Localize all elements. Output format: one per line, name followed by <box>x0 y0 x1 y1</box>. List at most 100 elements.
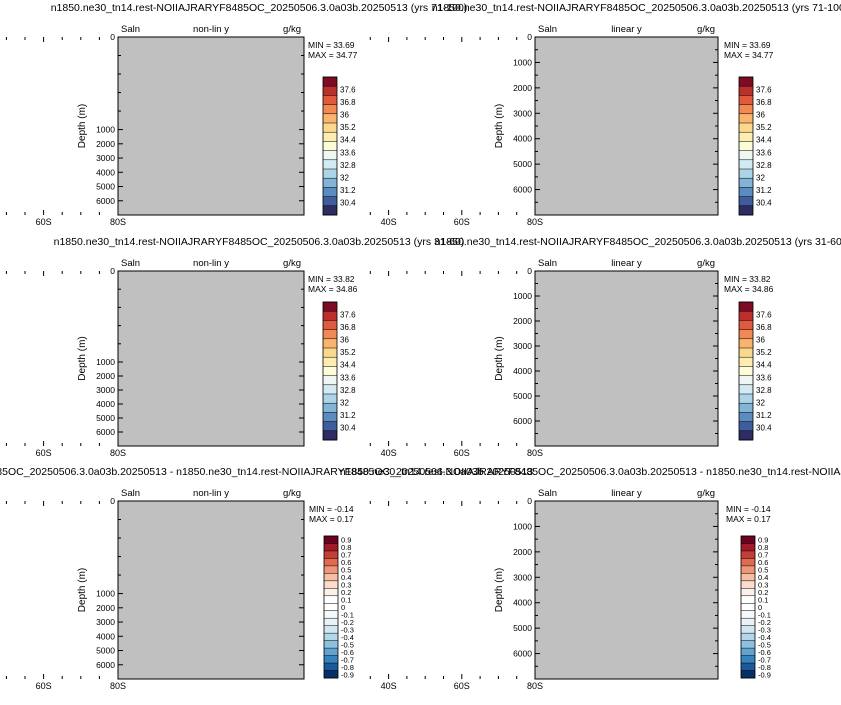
colorbar-box <box>739 178 753 188</box>
colorbar-label: 33.6 <box>340 373 356 382</box>
plot-area <box>535 271 718 446</box>
colorbar-box <box>739 123 753 133</box>
variable-label: Saln <box>121 488 140 499</box>
colorbar-box <box>741 610 755 619</box>
axis-mode-label: non-lin y <box>193 258 229 269</box>
colorbar-label: -0.8 <box>341 663 354 672</box>
y-tick-label: 1000 <box>513 291 532 301</box>
colorbar-box <box>323 384 337 395</box>
panel-3: 80S 60S 40S 0 1000 2000 3000 4000 5000 6000 Depth … <box>5 236 465 458</box>
colorbar-box <box>323 430 337 441</box>
y-tick-label: 5000 <box>96 646 115 656</box>
axis-mode-label: linear y <box>611 488 642 499</box>
y-axis-label: Depth (m) <box>494 104 505 148</box>
x-tick-label: 60S <box>454 681 470 691</box>
colorbar-label: 36 <box>340 111 349 120</box>
land-mask <box>118 501 304 679</box>
x-tick-label: 60S <box>454 448 470 458</box>
colorbar-box <box>741 595 755 604</box>
colorbar-box <box>741 536 755 544</box>
y-tick-label: 4000 <box>96 399 115 409</box>
colorbar-box <box>324 550 338 559</box>
colorbar-label: 35.2 <box>756 348 772 357</box>
colorbar-label: 37.6 <box>756 86 772 95</box>
units-label: g/kg <box>283 24 301 35</box>
units-label: g/kg <box>697 258 715 269</box>
y-tick-label: 3000 <box>96 153 115 163</box>
colorbar-box <box>323 412 337 422</box>
colorbar-box <box>739 104 753 115</box>
colorbar-label: 0.1 <box>341 596 351 605</box>
colorbar-label: 0.7 <box>758 551 768 560</box>
colorbar-box <box>741 573 755 582</box>
variable-label: Saln <box>538 258 557 269</box>
y-axis-label: Depth (m) <box>77 104 88 148</box>
colorbar-box <box>323 394 337 404</box>
y-tick-label: 3000 <box>513 572 532 582</box>
plot-frame <box>117 500 305 680</box>
colorbar-label: -0.3 <box>758 625 771 634</box>
y-tick-label: 0 <box>110 32 115 42</box>
colorbar-label: 0.9 <box>341 536 351 545</box>
variable-label: Saln <box>538 24 557 35</box>
panel-title: n1850.ne30_tn14.rest-NOIIAJRARYF8485OC_2… <box>54 236 465 248</box>
colorbar-box <box>323 77 337 87</box>
colorbar-box <box>323 150 337 161</box>
panel-title: n1850.ne30_tn14.rest-NOIIAJRARYF8485OC_2… <box>51 2 468 14</box>
colorbar-label: 34.4 <box>756 136 772 145</box>
colorbar-box <box>323 375 337 386</box>
colorbar-label: 32 <box>340 173 349 182</box>
colorbar-box <box>741 655 755 664</box>
axis-mode-label: linear y <box>611 24 642 35</box>
y-tick-label: 2000 <box>513 547 532 557</box>
panel-title: n1850.ne30_tn14.rest-NOIIAJRARYF8485OC_2… <box>432 2 841 14</box>
x-tick-label: 80S <box>527 681 543 691</box>
panel-6: 80S 60S 40S 0 1000 2000 3000 4000 5000 6000 Depth … <box>340 466 841 691</box>
x-tick-label: 60S <box>36 217 52 227</box>
min-label: MIN = -0.14 <box>309 504 354 514</box>
colorbar: 0.90.80.70.60.50.40.30.20.10-0.1-0.2-0.3… <box>323 535 354 679</box>
max-label: MAX = 34.86 <box>308 284 358 294</box>
plot-area <box>118 37 304 215</box>
colorbar-label: 32.8 <box>340 161 356 170</box>
y-axis-label: Depth (m) <box>77 568 88 612</box>
y-tick-label: 0 <box>527 32 532 42</box>
min-label: MIN = 33.69 <box>308 40 355 50</box>
colorbar-label: 0.1 <box>758 596 768 605</box>
colorbar-box <box>739 394 753 404</box>
colorbar-box <box>323 159 337 170</box>
colorbar-box <box>741 670 755 679</box>
colorbar-box <box>741 663 755 671</box>
colorbar-box <box>323 169 337 179</box>
colorbar-box <box>324 663 338 671</box>
colorbar-box <box>739 348 753 358</box>
colorbar-label: -0.7 <box>758 655 771 664</box>
colorbar-label: -0.3 <box>341 625 354 634</box>
colorbar-label: 30.4 <box>756 198 772 207</box>
colorbar-box <box>324 625 338 634</box>
colorbar-label: 0.4 <box>341 573 351 582</box>
colorbar-box <box>324 603 338 612</box>
colorbar-label: -0.5 <box>758 640 771 649</box>
y-tick-label: 4000 <box>513 134 532 144</box>
colorbar-label: 37.6 <box>340 86 356 95</box>
x-tick-label: 40S <box>381 681 397 691</box>
colorbar-box <box>739 311 753 321</box>
colorbar-label: 0.5 <box>758 566 768 575</box>
y-tick-label: 4000 <box>96 631 115 641</box>
colorbar-box <box>741 618 755 626</box>
colorbar-box <box>739 320 753 330</box>
axis-mode-label: linear y <box>611 258 642 269</box>
colorbar-label: 36.8 <box>340 98 356 107</box>
axis-mode-label: non-lin y <box>193 488 229 499</box>
colorbar-box <box>324 558 338 567</box>
y-tick-label: 5000 <box>513 159 532 169</box>
colorbar-label: 34.4 <box>756 361 772 370</box>
panel-2: 80S 60S 40S 0 1000 2000 3000 4000 5000 6000 Depth … <box>369 2 841 227</box>
colorbar-label: 0.4 <box>758 573 768 582</box>
colorbar-frame <box>322 76 338 216</box>
y-tick-label: 1000 <box>96 125 115 135</box>
colorbar-label: 0.6 <box>341 558 351 567</box>
panel-title: ARYF8485OC_20250506.3.0a03b.20250513 - n… <box>0 466 533 478</box>
colorbar-label: 36 <box>756 111 765 120</box>
